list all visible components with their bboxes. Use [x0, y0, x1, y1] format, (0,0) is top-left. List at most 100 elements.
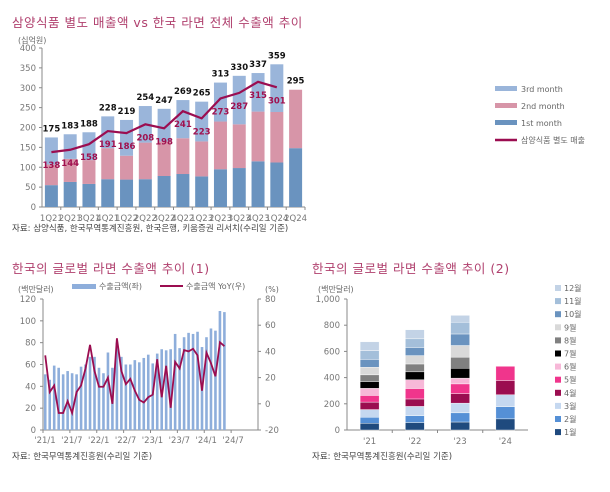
- y-tick-label: 0: [31, 203, 36, 213]
- x-tick-label: 1Q24: [265, 214, 288, 224]
- bar-1st-month: [195, 176, 209, 207]
- bar-1st-month: [138, 179, 152, 207]
- total-label: 295: [287, 77, 305, 87]
- y-tick-label: 150: [20, 143, 36, 153]
- bar-3rd-month: [176, 100, 190, 139]
- x-tick-label: 2Q22: [134, 214, 157, 224]
- x-tick-label: 3Q21: [78, 214, 101, 224]
- legend-label: 삼양식품 별도 매출: [521, 135, 585, 145]
- legend-swatch: [495, 86, 517, 91]
- bar-3rd-month: [157, 108, 171, 142]
- bar-2nd-month: [232, 124, 246, 169]
- legend-label: 1st month: [521, 119, 562, 128]
- y-tick-label: 300: [20, 84, 36, 94]
- chart3-source: 자료: 한국무역통계진흥원(수리일 기준): [312, 452, 453, 462]
- total-label: 359: [268, 51, 286, 61]
- bar-2nd-month: [176, 138, 190, 175]
- chart2-source: 자료: 한국무역통계진흥원(수리일 기준): [12, 452, 153, 462]
- y-tick-label: 50: [25, 183, 36, 193]
- line-data-label: 208: [136, 133, 154, 143]
- x-tick-label: 2Q21: [59, 214, 82, 224]
- bar-2nd-month: [63, 158, 77, 182]
- y-tick-label: 100: [20, 163, 36, 173]
- x-tick-label: 1Q22: [115, 214, 138, 224]
- bar-1st-month: [251, 161, 265, 207]
- line-data-label: 287: [230, 102, 248, 112]
- bar-1st-month: [270, 162, 284, 207]
- total-label: 269: [174, 87, 192, 97]
- line-data-label: 315: [249, 91, 267, 101]
- total-label: 313: [212, 70, 230, 80]
- legend-label: 3rd month: [521, 85, 563, 94]
- legend-label: 2nd month: [521, 102, 565, 111]
- bar-2nd-month: [44, 164, 58, 186]
- bar-1st-month: [44, 185, 58, 207]
- y-axis-unit: (십억원): [18, 35, 46, 45]
- bar-2nd-month: [138, 142, 152, 180]
- total-label: 337: [249, 60, 267, 70]
- bar-3rd-month: [232, 75, 246, 125]
- line-samyang-sales: [51, 80, 278, 154]
- bar-1st-month: [101, 179, 115, 207]
- total-label: 175: [43, 124, 61, 134]
- bar-1st-month: [157, 175, 171, 207]
- line-data-label: 186: [118, 142, 136, 152]
- line-data-label: 191: [99, 140, 117, 150]
- x-tick-label: 4Q22: [171, 214, 194, 224]
- total-label: 228: [99, 103, 117, 113]
- total-label: 183: [61, 121, 79, 131]
- chart1-title: 삼양식품 별도 매출액 vs 한국 라면 전체 수출액 추이: [12, 15, 303, 30]
- bar-3rd-month: [213, 82, 227, 122]
- x-tick-label: 2Q24: [284, 214, 307, 224]
- bar-1st-month: [120, 179, 134, 207]
- bar-3rd-month: [82, 132, 96, 161]
- bar-2nd-month: [101, 148, 115, 180]
- bar-2nd-month: [195, 141, 209, 177]
- x-tick-label: 2Q23: [209, 214, 232, 224]
- line-data-label: 144: [61, 159, 79, 169]
- bar-3rd-month: [44, 137, 58, 165]
- chart1-source: 자료: 삼양식품, 한국무역통계진흥원, 한국은행, 키움증권 리서치(수리일 …: [12, 224, 289, 234]
- bar-1st-month: [213, 169, 227, 207]
- total-label: 188: [80, 119, 98, 129]
- x-tick-label: 3Q22: [153, 214, 176, 224]
- total-label: 219: [118, 107, 136, 117]
- x-tick-label: 4Q21: [96, 214, 119, 224]
- y-tick-label: 250: [20, 104, 36, 114]
- bar-2nd-month: [82, 160, 96, 184]
- x-tick-label: 3Q23: [228, 214, 251, 224]
- bar-2nd-month: [120, 155, 134, 180]
- legend-swatch: [495, 103, 517, 108]
- bar-3rd-month: [195, 101, 209, 142]
- bar-1st-month: [232, 168, 246, 207]
- y-tick-label: 200: [20, 124, 36, 134]
- bar-3rd-month: [120, 119, 134, 156]
- x-tick-label: 1Q23: [190, 214, 213, 224]
- line-data-label: 273: [212, 107, 230, 117]
- bar-3rd-month: [63, 134, 77, 159]
- bar-1st-month: [176, 174, 190, 207]
- x-tick-label: 1Q21: [40, 214, 63, 224]
- bar-1st-month: [63, 181, 77, 207]
- total-label: 254: [136, 93, 154, 103]
- bar-2nd-month: [289, 89, 303, 149]
- bar-2nd-month: [213, 121, 227, 170]
- bar-1st-month: [82, 183, 96, 207]
- line-data-label: 198: [155, 137, 173, 147]
- bar-2nd-month: [251, 111, 265, 162]
- chart3-title: 한국의 글로벌 라면 수출액 추이 (2): [312, 261, 510, 276]
- bar-3rd-month: [270, 64, 284, 112]
- line-data-label: 138: [43, 161, 61, 171]
- y-tick-label: 350: [20, 64, 36, 74]
- bar-1st-month: [289, 148, 303, 207]
- chart2-title: 한국의 글로벌 라면 수출액 추이 (1): [12, 261, 210, 276]
- total-label: 330: [230, 63, 248, 73]
- line-data-label: 241: [174, 120, 192, 130]
- line-data-label: 223: [193, 127, 211, 137]
- bar-2nd-month: [157, 141, 171, 176]
- line-data-label: 301: [268, 96, 286, 106]
- x-tick-label: 4Q23: [247, 214, 270, 224]
- bar-2nd-month: [270, 111, 284, 163]
- legend-swatch: [495, 120, 517, 125]
